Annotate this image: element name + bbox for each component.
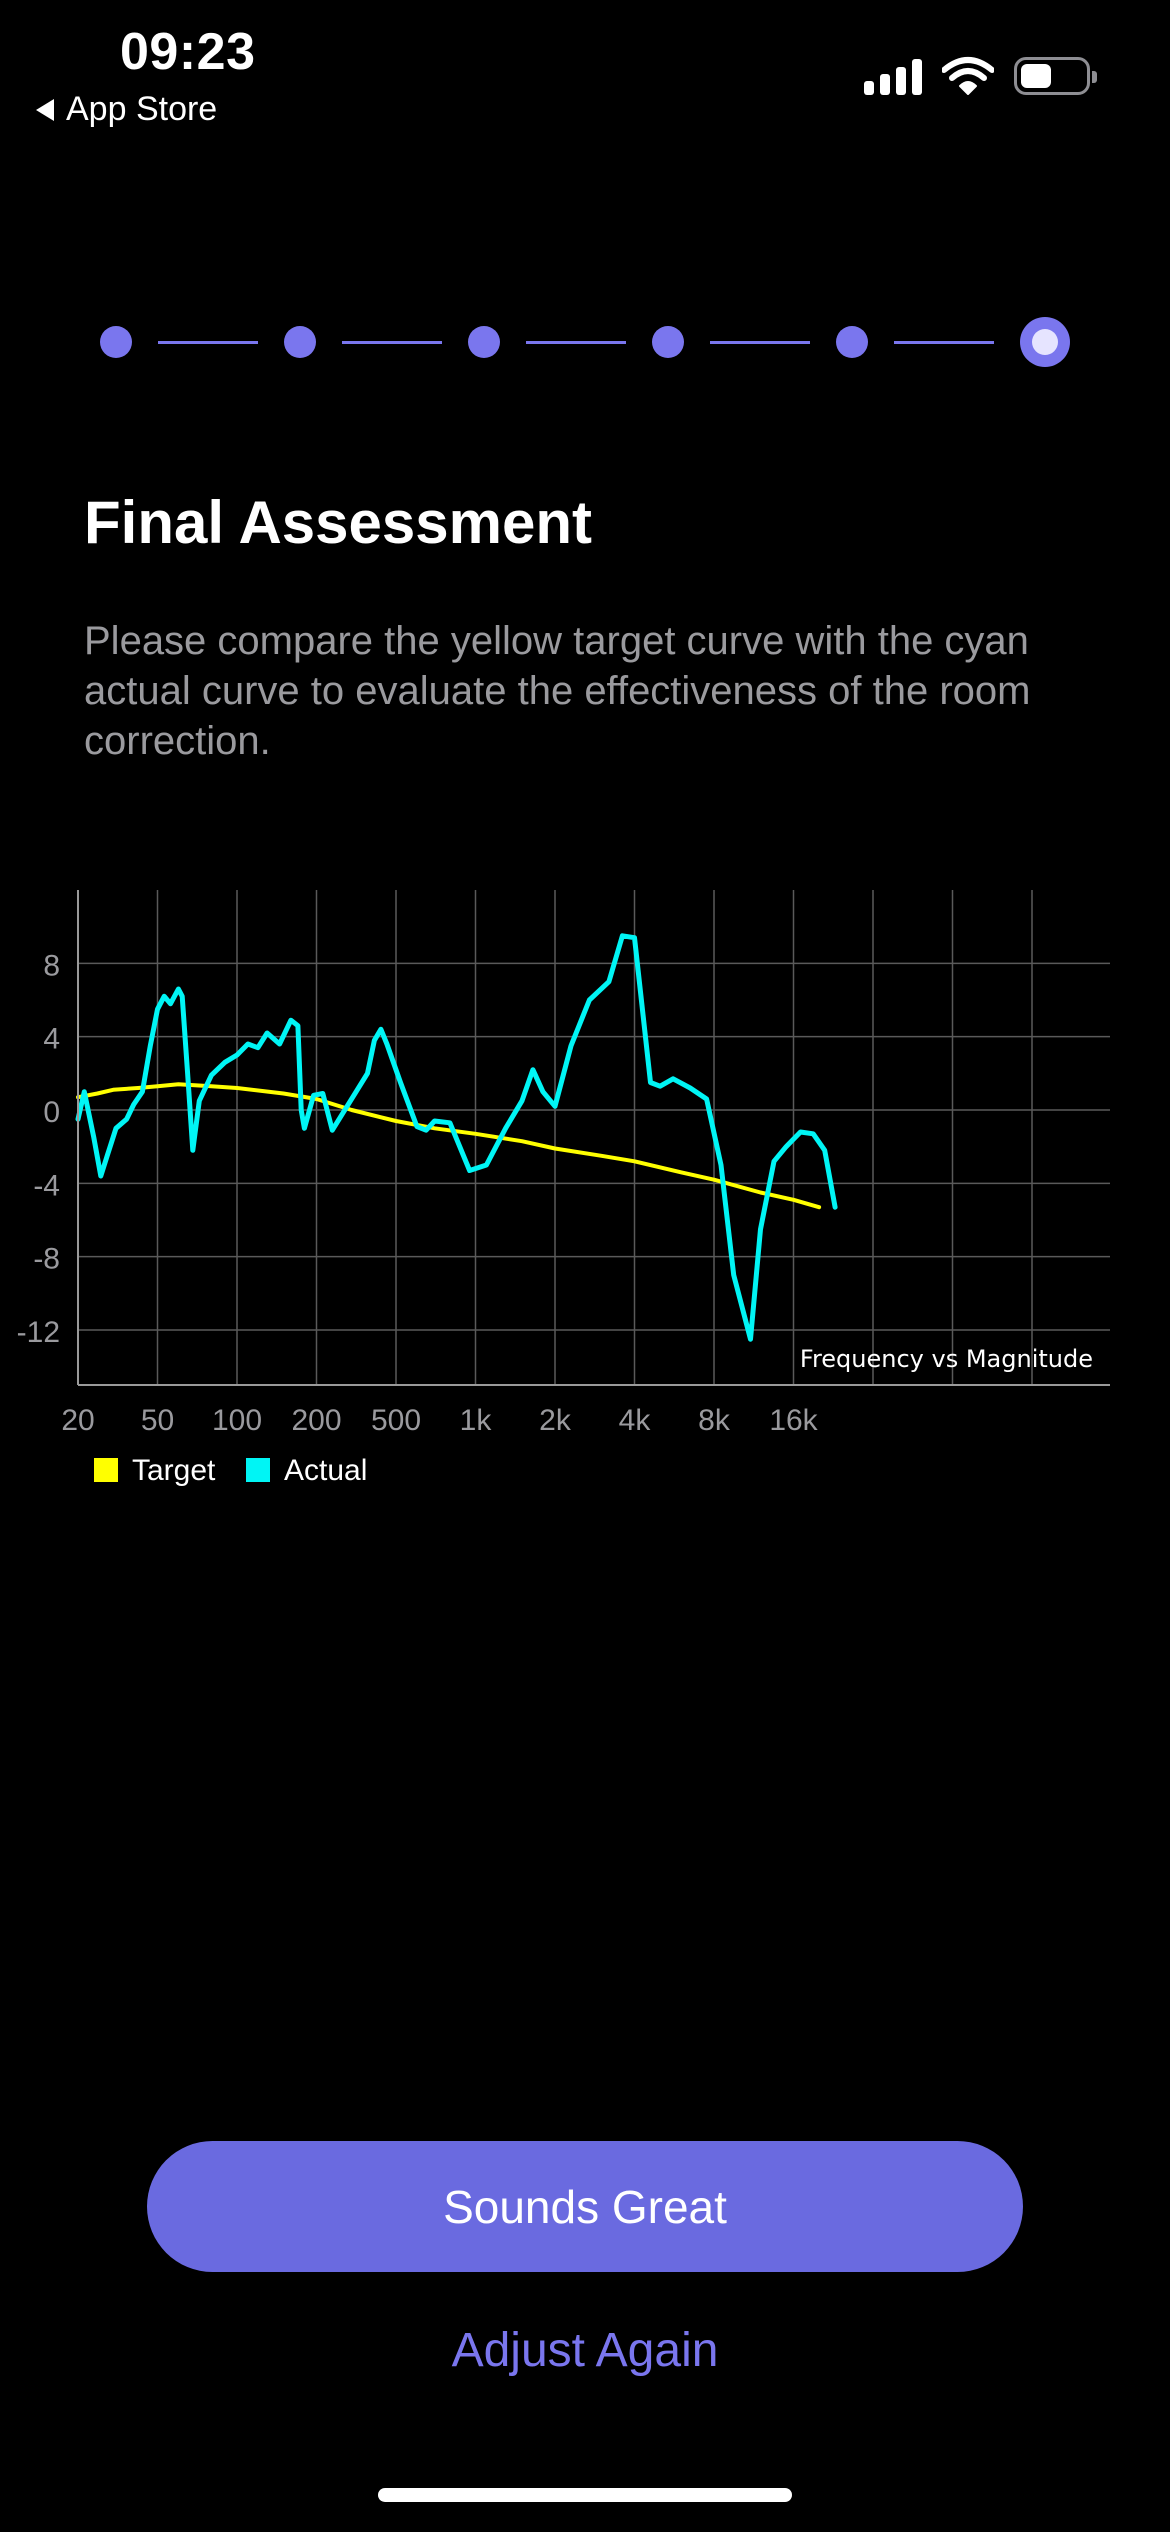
chart-axes: 8 4 0 -4 -8 -12 20 50 100 200 500 1k 2k 4k 8k 16k Freque… (17, 890, 1110, 1437)
chart-title: Frequency vs Magnitude (800, 1345, 1093, 1373)
x-tick-label: 100 (212, 1404, 262, 1437)
step-connector (526, 340, 626, 344)
legend-label-actual: Actual (284, 1454, 367, 1487)
x-tick-label: 200 (291, 1404, 341, 1437)
sounds-great-button[interactable]: Sounds Great (147, 2141, 1023, 2272)
x-tick-label: 4k (619, 1404, 652, 1437)
series-line-target (76, 1082, 822, 1210)
step-dot-current (1020, 317, 1070, 367)
step-connector (894, 340, 994, 344)
step-dot (284, 326, 316, 358)
back-to-app-store-link[interactable]: App Store (36, 90, 217, 129)
wifi-icon (942, 57, 994, 95)
status-icons (864, 56, 1097, 96)
series-line-actual (75, 933, 838, 1342)
chart-grid (77, 890, 1110, 1385)
status-time: 09:23 (120, 23, 256, 81)
y-tick-label: -4 (33, 1169, 60, 1202)
step-dot (468, 326, 500, 358)
x-tick-label: 8k (698, 1404, 731, 1437)
y-tick-label: 0 (43, 1096, 60, 1129)
step-connector (158, 340, 258, 344)
y-tick-label: -8 (33, 1243, 60, 1276)
page-description: Please compare the yellow target curve w… (84, 619, 1031, 763)
frequency-response-chart: 8 4 0 -4 -8 -12 20 50 100 200 500 1k 2k 4k 8k 16k Freque… (17, 890, 1110, 1487)
chart-series (75, 933, 838, 1342)
cellular-signal-icon (864, 57, 922, 95)
chart-legend: Target Actual (94, 1454, 367, 1487)
battery-icon (1014, 57, 1097, 95)
x-tick-label: 50 (141, 1404, 174, 1437)
back-caret-icon (36, 98, 54, 121)
page-title: Final Assessment (84, 489, 592, 556)
y-tick-label: 8 (43, 949, 60, 982)
step-connector (342, 340, 442, 344)
legend-swatch-actual (246, 1458, 270, 1482)
progress-stepper (100, 317, 1070, 367)
step-dot (652, 326, 684, 358)
step-dot (836, 326, 868, 358)
home-indicator (378, 2488, 792, 2502)
y-tick-label: 4 (43, 1023, 60, 1056)
y-tick-label: -12 (17, 1316, 60, 1349)
x-tick-label: 1k (460, 1404, 493, 1437)
adjust-again-button[interactable]: Adjust Again (0, 2310, 1170, 2390)
step-connector (710, 340, 810, 344)
x-tick-label: 2k (539, 1404, 572, 1437)
x-tick-label: 16k (769, 1404, 818, 1437)
legend-label-target: Target (132, 1454, 216, 1487)
step-dot (100, 326, 132, 358)
back-link-label: App Store (66, 90, 218, 128)
x-tick-label: 20 (61, 1404, 94, 1437)
x-tick-label: 500 (371, 1404, 421, 1437)
legend-swatch-target (94, 1458, 118, 1482)
